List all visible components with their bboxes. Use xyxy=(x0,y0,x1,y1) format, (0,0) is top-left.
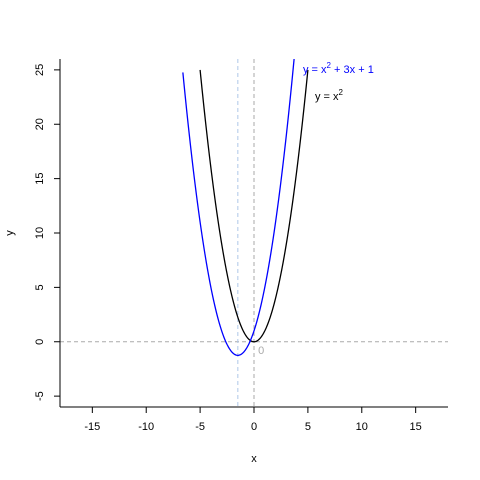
x-tick-label: 15 xyxy=(410,421,422,433)
y-tick-label: 10 xyxy=(34,227,46,239)
x-tick-label: -15 xyxy=(84,421,100,433)
series-label-1: y = x2 + 3x + 1 xyxy=(303,61,374,76)
x-tick-label: -10 xyxy=(138,421,154,433)
series-line-0 xyxy=(199,69,309,343)
x-axis-title: x xyxy=(251,453,257,465)
x-tick-label: 0 xyxy=(251,421,257,433)
y-tick-label: -5 xyxy=(34,391,46,401)
origin-annotation: 0 xyxy=(258,345,264,357)
series-label-0: y = x2 xyxy=(315,88,344,103)
series-line-1 xyxy=(182,59,295,356)
y-tick-label: 15 xyxy=(34,173,46,185)
x-tick-label: 5 xyxy=(305,421,311,433)
y-tick-label: 25 xyxy=(34,64,46,76)
y-tick-label: 20 xyxy=(34,118,46,130)
y-axis-title: y xyxy=(4,230,16,236)
y-tick-label: 0 xyxy=(34,339,46,345)
x-tick-label: -5 xyxy=(195,421,205,433)
x-tick-label: 10 xyxy=(356,421,368,433)
y-tick-label: 5 xyxy=(34,284,46,290)
